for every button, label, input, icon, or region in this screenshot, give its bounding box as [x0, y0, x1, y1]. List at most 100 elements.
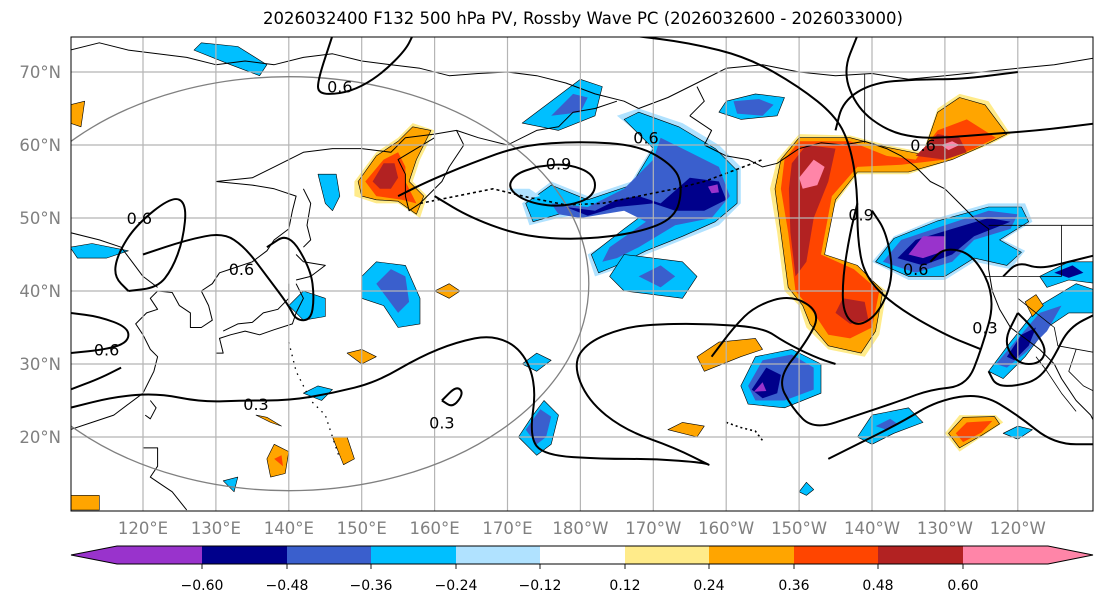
colorbar-segment [371, 546, 456, 564]
y-tick-label: 20°N [19, 428, 61, 447]
colorbar-segment [540, 546, 625, 564]
pv-anomaly-region [222, 476, 239, 493]
coastline [1017, 225, 1062, 277]
radius-circle [71, 76, 590, 492]
colorbar-tick-label: −0.60 [181, 578, 224, 594]
contour-line [1005, 312, 1046, 366]
contour-line [71, 312, 130, 355]
x-tick-label: 130°E [191, 519, 241, 538]
colorbar-tick-label: 0.48 [862, 578, 893, 594]
colorbar-segment [117, 546, 202, 564]
pv-anomaly-region [255, 414, 282, 427]
colorbar-segment [456, 546, 540, 564]
pv-anomaly-region [303, 385, 333, 401]
pv-anomaly-region [733, 99, 774, 116]
contour-line [1002, 254, 1093, 278]
pv-anomaly-region [753, 382, 767, 392]
contour-label: 0.6 [229, 260, 254, 279]
colorbar-segment [794, 546, 878, 564]
colorbar-segment [202, 546, 287, 564]
contour-label: 0.9 [546, 154, 571, 173]
pv-anomaly-region [908, 236, 945, 259]
coastline [1035, 356, 1077, 412]
colorbar: −0.60 −0.48 −0.36 −0.24 −0.12 0.12 0.24 0.36 0.4… [70, 545, 1094, 594]
contour-line [71, 322, 836, 466]
pv-anomaly-region [332, 436, 355, 465]
colorbar-segment [963, 546, 1048, 564]
colorbar-tick-label: −0.24 [435, 578, 478, 594]
colorbar-tick-label: −0.36 [350, 578, 393, 594]
contour-label: 0.6 [910, 136, 935, 155]
map-frame [70, 36, 1094, 512]
pv-anomaly-region [71, 243, 129, 259]
contour-line [827, 394, 1093, 460]
contour-label: 0.6 [127, 209, 152, 228]
coastline [302, 188, 312, 248]
colorbar-tick-label: 0.60 [947, 578, 978, 594]
coastline [456, 100, 618, 146]
contour-label: 0.6 [903, 260, 928, 279]
pv-anomaly-region [71, 100, 85, 128]
filled-contours [71, 42, 1093, 511]
y-tick-label: 60°N [19, 136, 61, 155]
y-tick-labels: 70°N 60°N 50°N 40°N 30°N 20°N [19, 63, 61, 447]
coastline [215, 129, 465, 212]
y-tick-label: 50°N [19, 209, 61, 228]
contour-label: 0.3 [429, 413, 454, 432]
colorbar-tick-label: 0.12 [609, 578, 640, 594]
gridlines [71, 37, 1093, 511]
contour-line [845, 37, 1093, 139]
coastline [143, 447, 188, 511]
contour-line [397, 141, 682, 240]
colorbar-segment [287, 546, 371, 564]
x-tick-label: 170°W [625, 519, 681, 538]
pv-anomaly-region [565, 177, 727, 216]
coastline [1068, 349, 1093, 392]
colorbar-tick-label: 0.24 [693, 578, 724, 594]
pv-anomaly-region [71, 495, 100, 511]
contour-line [841, 203, 893, 325]
colorbar-segment [625, 546, 709, 564]
coastline [689, 86, 705, 117]
contour-line [987, 314, 1093, 387]
x-tick-label: 140°E [264, 519, 314, 538]
y-tick-label: 40°N [19, 282, 61, 301]
colorbar-outline [70, 545, 1094, 565]
contour-label: 0.6 [327, 78, 352, 97]
contour-labels: 0.6 0.6 0.6 0.6 0.9 0.6 0.9 0.6 0.6 0.3 0.3 0.3 [94, 78, 998, 433]
hawaii-islands [725, 421, 764, 442]
pacific-islands [288, 341, 341, 460]
x-tick-label: 140°W [844, 519, 900, 538]
pv-anomaly-region [372, 163, 399, 189]
x-tick-label: 150°E [337, 519, 387, 538]
colorbar-tick-label: −0.48 [266, 578, 309, 594]
pv-anomaly-region [274, 455, 283, 467]
contour-label: 0.6 [94, 340, 119, 359]
pv-anomaly-region [875, 418, 898, 430]
pv-anomaly-region [941, 141, 960, 151]
colorbar-segment [878, 546, 963, 564]
y-tick-label: 70°N [19, 63, 61, 82]
contour-label: 0.9 [848, 205, 873, 224]
coastline [144, 400, 157, 420]
pv-anomaly-region [317, 173, 341, 211]
pv-anomaly-region [696, 338, 763, 372]
contour-line [834, 71, 1018, 131]
coastline [295, 254, 326, 281]
x-tick-label: 120°W [990, 519, 1046, 538]
contour-line [142, 234, 315, 322]
pv-contour-lines [71, 37, 1093, 466]
x-tick-label: 160°W [698, 519, 754, 538]
coastline [985, 276, 1093, 353]
contour-line [509, 163, 597, 207]
x-tick-label: 170°E [482, 519, 532, 538]
pv-anomaly-region [708, 184, 719, 194]
contour-label: 0.6 [633, 129, 658, 148]
contour-label: 0.3 [972, 319, 997, 338]
pv-anomaly-region [780, 119, 996, 339]
colorbar-extend-max [1048, 546, 1093, 564]
x-tick-label: 130°W [917, 519, 973, 538]
pv-anomaly-region [915, 134, 967, 160]
x-tick-label: 180°W [552, 519, 608, 538]
